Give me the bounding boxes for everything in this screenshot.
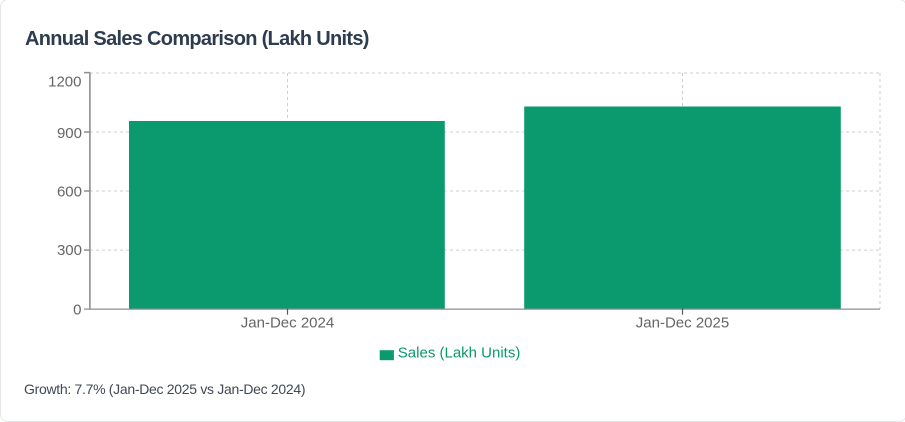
svg-text:900: 900 [57, 125, 82, 142]
svg-text:Jan-Dec 2025: Jan-Dec 2025 [636, 314, 729, 331]
svg-text:600: 600 [57, 183, 82, 200]
svg-text:0: 0 [73, 302, 81, 319]
svg-text:Sales (Lakh Units): Sales (Lakh Units) [398, 344, 521, 361]
svg-text:1200: 1200 [48, 74, 81, 91]
svg-text:Jan-Dec 2024: Jan-Dec 2024 [241, 314, 334, 331]
svg-text:300: 300 [57, 242, 82, 259]
